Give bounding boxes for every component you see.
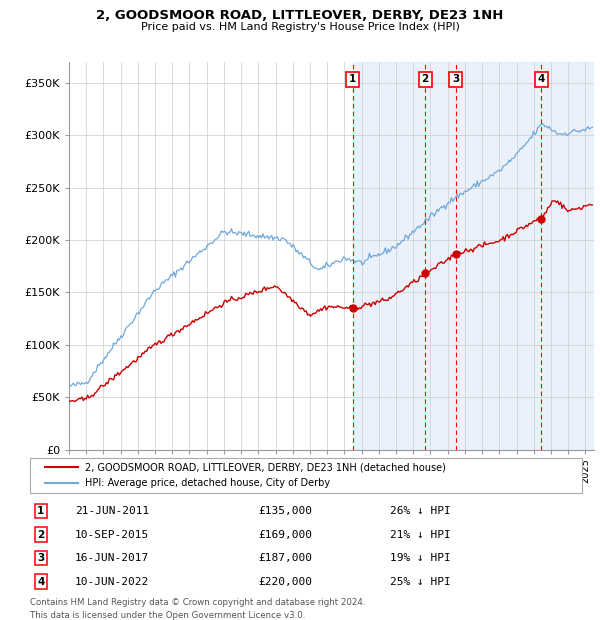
Text: 4: 4 bbox=[538, 74, 545, 84]
Text: 2, GOODSMOOR ROAD, LITTLEOVER, DERBY, DE23 1NH: 2, GOODSMOOR ROAD, LITTLEOVER, DERBY, DE… bbox=[97, 9, 503, 22]
Text: £135,000: £135,000 bbox=[258, 506, 312, 516]
Text: 2: 2 bbox=[422, 74, 429, 84]
Text: 25% ↓ HPI: 25% ↓ HPI bbox=[390, 577, 451, 587]
Text: 2: 2 bbox=[37, 529, 44, 539]
Text: 4: 4 bbox=[37, 577, 44, 587]
Text: 26% ↓ HPI: 26% ↓ HPI bbox=[390, 506, 451, 516]
Text: 3: 3 bbox=[452, 74, 459, 84]
Text: £187,000: £187,000 bbox=[258, 553, 312, 563]
Text: This data is licensed under the Open Government Licence v3.0.: This data is licensed under the Open Gov… bbox=[30, 611, 305, 620]
Text: 2, GOODSMOOR ROAD, LITTLEOVER, DERBY, DE23 1NH (detached house): 2, GOODSMOOR ROAD, LITTLEOVER, DERBY, DE… bbox=[85, 462, 446, 472]
Bar bbox=[353, 62, 594, 450]
Text: Price paid vs. HM Land Registry's House Price Index (HPI): Price paid vs. HM Land Registry's House … bbox=[140, 22, 460, 32]
Text: £220,000: £220,000 bbox=[258, 577, 312, 587]
Text: 21% ↓ HPI: 21% ↓ HPI bbox=[390, 529, 451, 539]
Text: 1: 1 bbox=[37, 506, 44, 516]
Text: £169,000: £169,000 bbox=[258, 529, 312, 539]
Text: 1: 1 bbox=[349, 74, 356, 84]
Text: 10-JUN-2022: 10-JUN-2022 bbox=[75, 577, 149, 587]
Text: 10-SEP-2015: 10-SEP-2015 bbox=[75, 529, 149, 539]
Text: 16-JUN-2017: 16-JUN-2017 bbox=[75, 553, 149, 563]
Text: 19% ↓ HPI: 19% ↓ HPI bbox=[390, 553, 451, 563]
Text: 21-JUN-2011: 21-JUN-2011 bbox=[75, 506, 149, 516]
Text: Contains HM Land Registry data © Crown copyright and database right 2024.: Contains HM Land Registry data © Crown c… bbox=[30, 598, 365, 607]
Text: 3: 3 bbox=[37, 553, 44, 563]
Text: HPI: Average price, detached house, City of Derby: HPI: Average price, detached house, City… bbox=[85, 479, 331, 489]
